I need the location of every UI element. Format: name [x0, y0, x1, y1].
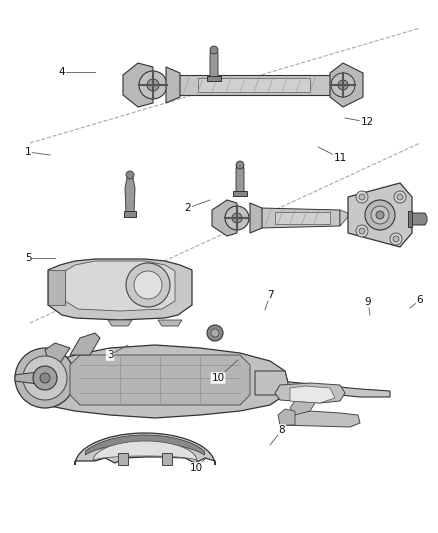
- Polygon shape: [207, 76, 221, 81]
- Polygon shape: [255, 371, 288, 395]
- Circle shape: [356, 191, 368, 203]
- Polygon shape: [340, 210, 348, 226]
- Circle shape: [331, 73, 355, 97]
- Circle shape: [207, 325, 223, 341]
- Polygon shape: [48, 259, 192, 320]
- Polygon shape: [250, 203, 262, 233]
- Polygon shape: [410, 213, 427, 225]
- Polygon shape: [290, 398, 315, 415]
- Text: 2: 2: [185, 203, 191, 213]
- Circle shape: [210, 46, 218, 54]
- Text: 8: 8: [279, 425, 285, 435]
- Circle shape: [33, 366, 57, 390]
- Circle shape: [236, 161, 244, 169]
- Circle shape: [211, 329, 219, 337]
- Circle shape: [371, 206, 389, 224]
- Polygon shape: [75, 433, 215, 465]
- Text: 9: 9: [365, 297, 371, 307]
- Polygon shape: [236, 165, 244, 193]
- Polygon shape: [348, 183, 412, 247]
- Polygon shape: [48, 270, 65, 305]
- Circle shape: [126, 263, 170, 307]
- Polygon shape: [15, 371, 45, 385]
- Polygon shape: [198, 78, 310, 92]
- Polygon shape: [212, 200, 237, 236]
- Text: 1: 1: [25, 147, 31, 157]
- Polygon shape: [270, 378, 390, 397]
- Circle shape: [139, 71, 167, 99]
- Polygon shape: [280, 411, 360, 427]
- Polygon shape: [30, 345, 288, 418]
- Polygon shape: [124, 211, 136, 217]
- Polygon shape: [118, 453, 128, 465]
- Polygon shape: [275, 212, 330, 224]
- Circle shape: [23, 356, 67, 400]
- Polygon shape: [85, 435, 205, 455]
- Polygon shape: [233, 191, 247, 196]
- Polygon shape: [125, 175, 135, 213]
- Circle shape: [397, 194, 403, 200]
- Text: 10: 10: [212, 373, 225, 383]
- Polygon shape: [166, 67, 180, 103]
- Circle shape: [232, 213, 242, 223]
- Polygon shape: [70, 333, 100, 355]
- Circle shape: [338, 80, 348, 90]
- Circle shape: [376, 211, 384, 219]
- Circle shape: [40, 373, 50, 383]
- Polygon shape: [330, 63, 363, 107]
- Text: 10: 10: [190, 463, 202, 473]
- Text: 11: 11: [333, 153, 346, 163]
- Circle shape: [359, 194, 365, 200]
- Circle shape: [15, 348, 75, 408]
- Polygon shape: [275, 383, 345, 403]
- Polygon shape: [210, 50, 218, 78]
- Polygon shape: [162, 453, 172, 465]
- Polygon shape: [408, 211, 412, 227]
- Text: 7: 7: [267, 290, 273, 300]
- Circle shape: [393, 236, 399, 242]
- Circle shape: [134, 271, 162, 299]
- Polygon shape: [123, 63, 153, 107]
- Polygon shape: [178, 75, 330, 95]
- Circle shape: [356, 225, 368, 237]
- Polygon shape: [70, 355, 250, 405]
- Circle shape: [126, 171, 134, 179]
- Polygon shape: [290, 386, 335, 403]
- Polygon shape: [65, 261, 175, 311]
- Text: 5: 5: [25, 253, 31, 263]
- Polygon shape: [278, 409, 295, 425]
- Circle shape: [390, 233, 402, 245]
- Text: 4: 4: [59, 67, 65, 77]
- Text: 12: 12: [360, 117, 374, 127]
- Circle shape: [147, 79, 159, 91]
- Circle shape: [394, 191, 406, 203]
- Circle shape: [359, 228, 365, 234]
- Polygon shape: [158, 320, 182, 326]
- Text: 3: 3: [107, 350, 113, 360]
- Polygon shape: [45, 343, 70, 365]
- Circle shape: [365, 200, 395, 230]
- Circle shape: [225, 206, 249, 230]
- Polygon shape: [93, 441, 197, 461]
- Text: 6: 6: [417, 295, 423, 305]
- Polygon shape: [108, 320, 132, 326]
- Polygon shape: [260, 208, 340, 228]
